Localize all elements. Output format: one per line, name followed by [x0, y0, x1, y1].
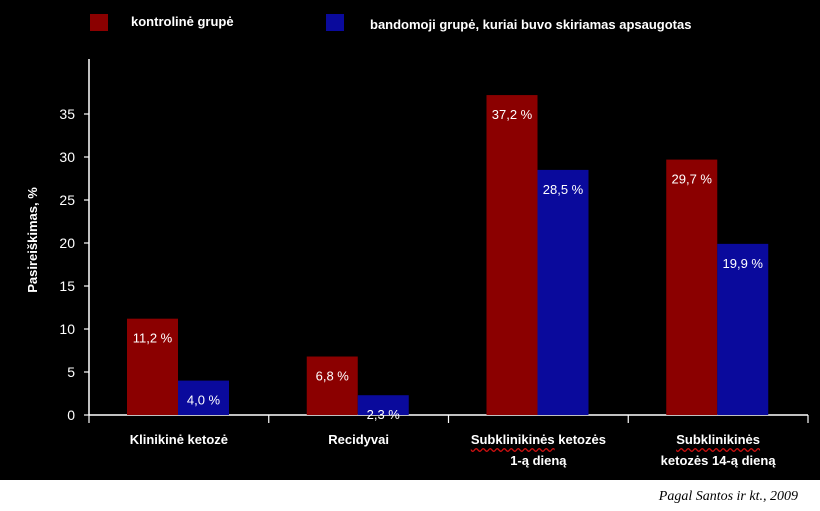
bar-test — [178, 380, 229, 415]
x-category-label: Klinikinė ketozė — [89, 429, 269, 450]
data-label: 19,9 % — [723, 256, 764, 271]
x-category-label-line: Subklinikinės — [628, 429, 808, 450]
y-tick-label: 35 — [59, 106, 75, 122]
y-tick-label: 10 — [59, 321, 75, 337]
bar-control — [666, 159, 718, 415]
y-tick-label: 5 — [67, 364, 75, 380]
x-category-label: Subklinikinės ketozės 1-ą dieną — [449, 429, 629, 471]
bar-test — [357, 395, 409, 415]
y-tick-label: 30 — [59, 149, 75, 165]
y-axis-title: Pasireiškimas, % — [25, 187, 40, 293]
x-category-label-line: 1-ą dieną — [510, 453, 567, 468]
y-tick-label: 25 — [59, 192, 75, 208]
data-label: 28,5 % — [543, 182, 584, 197]
bar-control — [306, 356, 358, 415]
data-label: 29,7 % — [672, 172, 713, 187]
chart-panel: kontrolinė grupė bandomoji grupė, kuriai… — [0, 0, 820, 480]
y-tick-label: 0 — [67, 407, 75, 423]
x-category-label: Recidyvai — [269, 429, 449, 450]
data-label: 37,2 % — [492, 107, 533, 122]
data-label: 11,2 % — [133, 331, 173, 346]
x-category-label-line: Recidyvai — [328, 432, 389, 447]
x-category-label-line: Subklinikinės ketozės — [470, 432, 606, 447]
bar-control — [127, 318, 178, 415]
x-category-label-line: Klinikinė ketozė — [129, 432, 228, 447]
data-label: 4,0 % — [187, 393, 221, 408]
bar-chart: 0 5 10 15 20 25 30 35 Pasireiškimas, % 11,2 % 6,8 … — [25, 59, 809, 423]
legend-swatch-test — [326, 14, 344, 31]
bar-test — [717, 243, 769, 415]
data-label: 2,3 % — [367, 407, 401, 422]
legend-label-control: kontrolinė grupė — [131, 14, 234, 29]
bar-test — [537, 169, 589, 415]
spellcheck-underlined-word: Subklinikinės — [470, 432, 555, 447]
data-label: 6,8 % — [316, 369, 350, 384]
y-tick-label: 20 — [59, 235, 75, 251]
legend-label-test: bandomoji grupė, kuriai buvo skiriamas a… — [370, 17, 692, 32]
x-category-label: Subklinikinės ketozės 14-ą dieną — [628, 429, 808, 471]
bar-control — [486, 95, 538, 415]
spellcheck-underlined-word: Subklinikinės — [676, 432, 761, 447]
x-category-label-line: ketozės 14-ą dieną — [660, 453, 776, 468]
source-note: Pagal Santos ir kt., 2009 — [658, 489, 798, 504]
y-tick-label: 15 — [59, 278, 75, 294]
legend-swatch-control — [90, 14, 108, 31]
